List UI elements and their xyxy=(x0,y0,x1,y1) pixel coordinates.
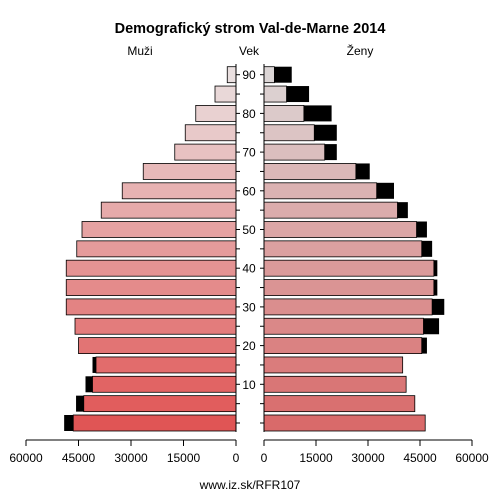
axes: 10 20 30 40 50 60 70 80 90 60000 45000 30000 15000 0 0… xyxy=(9,64,489,465)
men-bar-10-14 xyxy=(92,375,237,393)
age-tick-label: 10 xyxy=(242,378,256,392)
women-foreign-bar-45-49 xyxy=(421,240,433,257)
men-bar-60-64 xyxy=(121,182,237,200)
men-bar-40-44 xyxy=(65,259,237,277)
women-foreign-bar-55-59 xyxy=(397,202,408,219)
women-foreign-bar-30-34 xyxy=(432,298,445,315)
men-bar-25-29 xyxy=(74,317,237,335)
men-bar-90+ xyxy=(226,66,237,84)
men-x-tick-label: 30000 xyxy=(114,451,148,465)
women-foreign-bar-40-44 xyxy=(433,260,438,277)
men-x-tick-label: 0 xyxy=(233,451,240,465)
men-bar-50-54 xyxy=(81,221,237,238)
women-bar-10-14 xyxy=(263,375,407,393)
men-bar-80-84 xyxy=(195,105,237,122)
women-foreign-bar-20-24 xyxy=(421,337,427,354)
women-foreign-bar-50-54 xyxy=(416,221,427,238)
women-bar-80-84 xyxy=(263,105,305,122)
men-bar-65-69 xyxy=(142,163,237,180)
men-bar-30-34 xyxy=(65,298,237,316)
women-bar-70-74 xyxy=(263,143,326,161)
women-x-tick-label: 60000 xyxy=(455,451,489,465)
women-bar-0-4 xyxy=(263,414,426,432)
men-bar-20-24 xyxy=(78,337,237,355)
women-bar-55-59 xyxy=(263,201,398,219)
women-bar-25-29 xyxy=(263,317,424,335)
men-x-tick-label: 15000 xyxy=(167,451,201,465)
men-foreign-bar-10-14 xyxy=(85,376,93,393)
women-bar-85-89 xyxy=(263,85,287,103)
women-bar-40-44 xyxy=(263,259,435,277)
women-x-tick-label: 0 xyxy=(261,451,268,465)
age-tick-label: 70 xyxy=(242,146,256,160)
women-foreign-bar-90+ xyxy=(274,66,292,83)
women-bar-65-69 xyxy=(263,163,357,180)
men-bar-15-19 xyxy=(95,356,237,374)
women-foreign-bar-80-84 xyxy=(303,105,332,122)
men-bar-5-9 xyxy=(83,395,237,413)
women-foreign-bar-75-79 xyxy=(314,124,337,141)
men-foreign-bar-5-9 xyxy=(76,395,84,412)
men-foreign-bar-0-4 xyxy=(64,415,74,431)
men-x-tick-label: 45000 xyxy=(62,451,96,465)
men-bar-35-39 xyxy=(65,279,237,296)
women-foreign-bar-70-74 xyxy=(324,144,337,161)
women-x-tick-label: 30000 xyxy=(351,451,385,465)
women-bar-15-19 xyxy=(263,356,404,374)
men-bar-55-59 xyxy=(100,201,237,219)
men-bar-85-89 xyxy=(214,85,237,103)
women-bar-20-24 xyxy=(263,337,423,355)
women-foreign-bar-65-69 xyxy=(355,163,370,180)
women-header: Ženy xyxy=(347,43,374,58)
men-bar-75-79 xyxy=(184,124,237,142)
women-foreign-bar-85-89 xyxy=(286,86,310,103)
women-bar-5-9 xyxy=(263,395,416,413)
chart-title: Demografický strom Val-de-Marne 2014 xyxy=(115,21,386,37)
age-tick-label: 80 xyxy=(242,107,256,121)
women-x-tick-label: 15000 xyxy=(299,451,333,465)
footer-url: www.iz.sk/RFR107 xyxy=(199,478,301,492)
men-header: Muži xyxy=(127,44,152,58)
women-foreign-bar-25-29 xyxy=(423,318,440,335)
women-bar-90+ xyxy=(263,66,275,84)
women-bar-30-34 xyxy=(263,298,433,316)
age-tick-label: 40 xyxy=(242,262,256,276)
men-bar-70-74 xyxy=(174,143,237,161)
women-foreign-bar-35-39 xyxy=(433,279,438,296)
women-bars xyxy=(263,66,445,432)
women-bar-75-79 xyxy=(263,124,315,142)
age-tick-label: 60 xyxy=(242,184,256,198)
women-bar-60-64 xyxy=(263,182,378,200)
men-x-tick-label: 60000 xyxy=(9,451,43,465)
age-header: Vek xyxy=(239,44,260,58)
age-tick-label: 90 xyxy=(242,68,256,82)
women-x-tick-label: 45000 xyxy=(403,451,437,465)
women-bar-45-49 xyxy=(263,240,423,258)
men-bars xyxy=(64,66,237,432)
men-foreign-bar-15-19 xyxy=(92,356,96,373)
men-bar-0-4 xyxy=(72,414,237,432)
men-bar-45-49 xyxy=(76,240,237,258)
age-tick-label: 50 xyxy=(242,223,256,237)
women-bar-35-39 xyxy=(263,279,435,296)
women-foreign-bar-60-64 xyxy=(376,182,394,199)
women-bar-50-54 xyxy=(263,221,417,238)
age-tick-label: 30 xyxy=(242,300,256,314)
age-tick-label: 20 xyxy=(242,339,256,353)
